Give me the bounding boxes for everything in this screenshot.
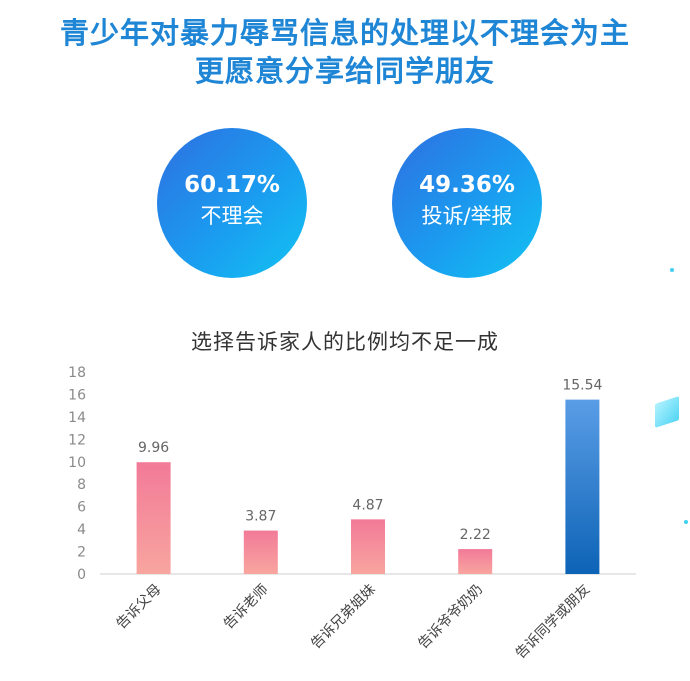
- x-tick-label: 告诉爷爷奶奶: [415, 582, 486, 653]
- bar-value-label: 4.87: [352, 497, 383, 513]
- y-tick-label: 6: [77, 500, 86, 516]
- y-tick-label: 18: [68, 365, 86, 381]
- bar: [351, 519, 385, 574]
- y-tick-label: 2: [77, 545, 86, 561]
- y-tick-label: 4: [77, 522, 86, 538]
- bar: [243, 530, 278, 574]
- x-tick-label: 告诉同学或朋友: [513, 582, 594, 663]
- x-tick-label: 告诉兄弟姐妹: [308, 582, 379, 653]
- stat-value: 49.36%: [419, 172, 515, 198]
- stat-circle-ignore: 60.17% 不理会: [157, 128, 307, 278]
- y-tick-label: 8: [77, 477, 86, 493]
- bar-value-label: 2.22: [460, 527, 491, 543]
- stat-label: 不理会: [200, 204, 264, 228]
- headline-line-2: 更愿意分享给同学朋友: [194, 54, 495, 88]
- y-tick-label: 14: [68, 410, 86, 426]
- x-tick-label: 告诉父母: [114, 582, 165, 633]
- y-tick-label: 12: [68, 432, 86, 448]
- stat-circle-report: 49.36% 投诉/举报: [392, 128, 542, 278]
- y-tick-label: 10: [68, 455, 86, 471]
- y-tick-label: 0: [77, 567, 86, 583]
- decorative-dot: [670, 268, 674, 272]
- bar: [136, 462, 171, 574]
- bar: [458, 549, 493, 574]
- headline: 青少年对暴力辱骂信息的处理以不理会为主 更愿意分享给同学朋友: [0, 14, 690, 90]
- bar-value-label: 15.54: [562, 378, 602, 394]
- chart-title: 选择告诉家人的比例均不足一成: [191, 330, 499, 354]
- bar-value-label: 3.87: [245, 509, 276, 525]
- decorative-dot: [684, 520, 688, 524]
- stat-value: 60.17%: [184, 172, 280, 198]
- x-tick-label: 告诉老师: [221, 582, 272, 633]
- bar-value-label: 9.96: [138, 440, 169, 456]
- headline-line-1: 青少年对暴力辱骂信息的处理以不理会为主: [59, 16, 630, 50]
- bar: [565, 399, 600, 574]
- stat-label: 投诉/举报: [421, 204, 513, 228]
- y-tick-label: 16: [68, 387, 86, 403]
